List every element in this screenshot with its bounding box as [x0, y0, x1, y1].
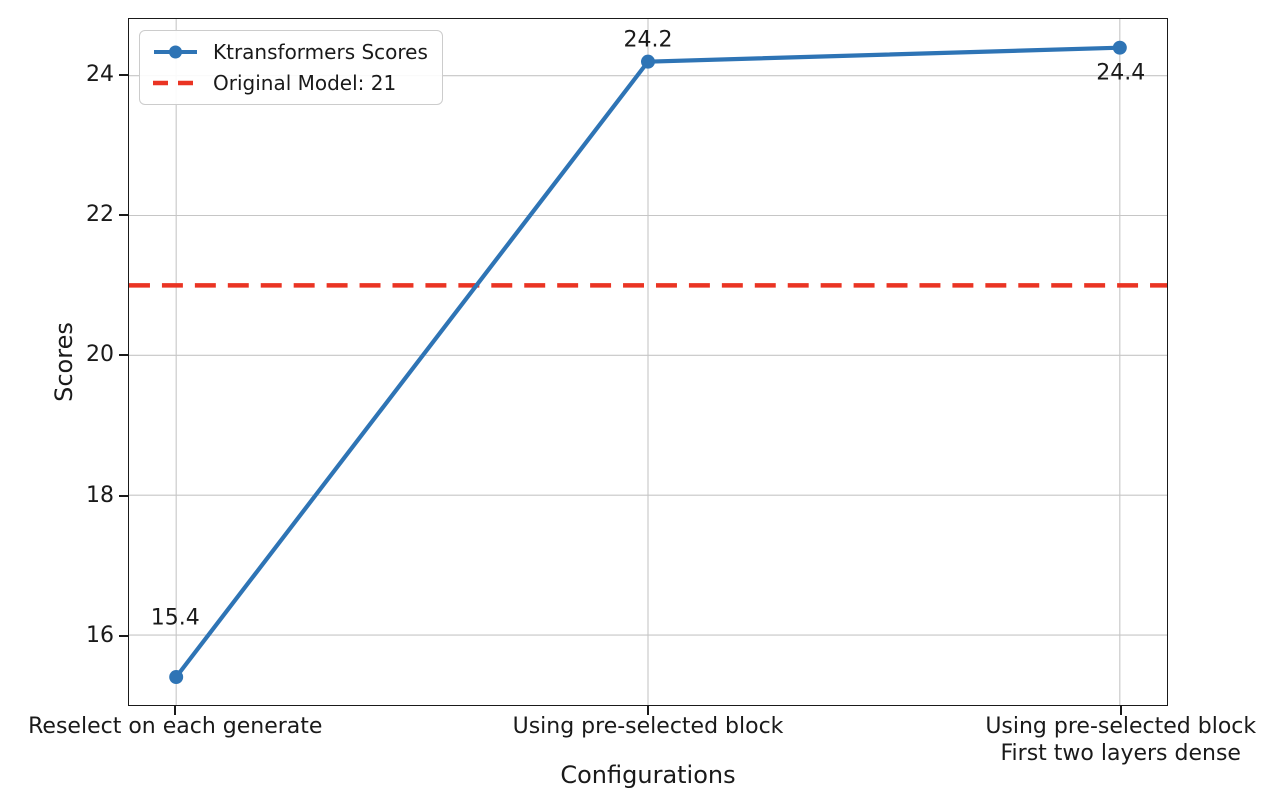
legend-label-reference: Original Model: 21: [213, 71, 397, 95]
x-tick-label: Using pre-selected block First two layer…: [985, 714, 1257, 766]
y-tick-label: 18: [86, 482, 114, 508]
dashed-line-sample-icon: [153, 80, 198, 86]
legend-item-ktransformers-scores: Ktransformers Scores: [152, 40, 428, 64]
legend-item-original-model: Original Model: 21: [152, 71, 428, 95]
value-annotation: 24.4: [1096, 60, 1146, 86]
y-tick-label: 16: [86, 622, 114, 648]
plot-canvas: [129, 19, 1167, 705]
y-tick-mark: [119, 354, 128, 357]
x-tick-label: Using pre-selected block: [512, 714, 784, 739]
y-tick-label: 20: [86, 342, 114, 368]
data-point-marker: [169, 670, 184, 685]
y-tick-mark: [119, 494, 128, 497]
legend: Ktransformers Scores Original Model: 21: [139, 30, 443, 105]
x-tick-mark: [1119, 706, 1122, 715]
x-tick-mark: [174, 706, 177, 715]
value-annotation: 15.4: [150, 605, 200, 631]
data-point-marker: [1112, 40, 1127, 55]
y-tick-mark: [119, 634, 128, 637]
value-annotation: 24.2: [623, 27, 673, 53]
legend-label-series: Ktransformers Scores: [213, 40, 428, 64]
y-tick-mark: [119, 73, 128, 76]
line-with-marker-sample-icon: [154, 45, 197, 59]
y-tick-mark: [119, 214, 128, 217]
x-tick-label: Reselect on each generate: [28, 714, 323, 739]
x-axis-label: Configurations: [560, 761, 736, 789]
data-point-marker: [641, 54, 655, 69]
plot-area: Ktransformers Scores Original Model: 21: [128, 18, 1168, 706]
y-tick-label: 22: [86, 202, 114, 228]
y-tick-label: 24: [86, 61, 114, 87]
x-tick-mark: [647, 706, 649, 715]
